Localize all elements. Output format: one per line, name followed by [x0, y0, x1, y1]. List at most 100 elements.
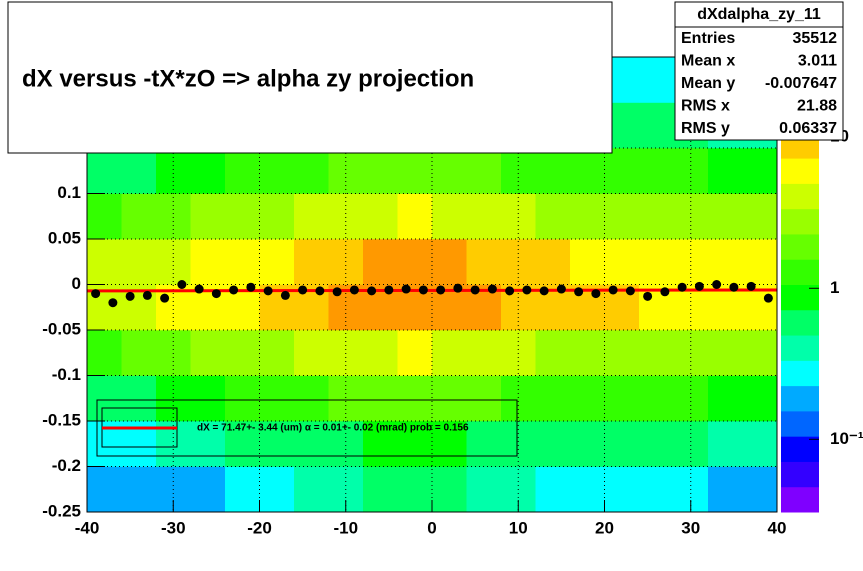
- z-tick-label: 1: [830, 278, 839, 297]
- x-tick-label: -10: [333, 518, 358, 537]
- heat-cell: [363, 466, 398, 513]
- heat-cell: [190, 375, 226, 422]
- x-tick-label: -20: [247, 518, 272, 537]
- heat-cell: [639, 148, 674, 194]
- profile-point: [367, 286, 377, 296]
- heat-cell: [639, 375, 674, 422]
- heat-cell: [121, 466, 157, 513]
- heat-cell: [87, 466, 122, 513]
- heat-cell: [121, 193, 157, 240]
- heat-cell: [294, 421, 329, 467]
- profile-point: [574, 287, 584, 297]
- heat-cell: [466, 330, 502, 376]
- stats-value: 35512: [793, 30, 838, 47]
- heat-cell: [328, 375, 364, 422]
- title-box: [7, 1, 613, 154]
- heat-cell: [363, 239, 398, 285]
- heat-cell: [570, 148, 605, 194]
- heat-cell: [190, 239, 226, 285]
- heat-cell: [87, 239, 122, 285]
- heat-cell: [259, 466, 295, 513]
- y-tick-label: -0.1: [52, 365, 81, 384]
- heat-cell: [466, 148, 502, 194]
- heat-cell: [190, 148, 226, 194]
- profile-point: [263, 286, 273, 296]
- y-tick-label: 0.1: [57, 183, 81, 202]
- heat-cell: [708, 193, 743, 240]
- heat-cell: [225, 239, 260, 285]
- profile-point: [211, 289, 221, 299]
- heat-cell: [225, 421, 260, 467]
- profile-point: [91, 289, 101, 299]
- heat-cell: [225, 375, 260, 422]
- heat-cell: [328, 421, 364, 467]
- stats-value: 0.06337: [779, 120, 837, 137]
- heat-cell: [742, 421, 778, 467]
- heat-cell: [397, 330, 433, 376]
- heat-cell: [673, 193, 709, 240]
- heat-cell: [225, 193, 260, 240]
- y-tick-label: -0.2: [52, 456, 81, 475]
- y-tick-label: -0.15: [42, 410, 81, 429]
- profile-point: [401, 284, 411, 294]
- heat-cell: [708, 466, 743, 513]
- color-bar-cell: [781, 284, 819, 311]
- heat-cell: [604, 148, 640, 194]
- profile-point: [746, 281, 756, 291]
- heat-cell: [639, 57, 674, 103]
- profile-point: [246, 282, 256, 292]
- x-tick-label: 30: [681, 518, 700, 537]
- x-tick-label: -30: [161, 518, 186, 537]
- heat-cell: [294, 375, 329, 422]
- heat-cell: [501, 193, 536, 240]
- profile-point: [298, 285, 308, 295]
- profile-point: [608, 285, 618, 295]
- heat-cell: [294, 330, 329, 376]
- stats-label: RMS y: [681, 120, 730, 137]
- heat-cell: [535, 148, 571, 194]
- heat-cell: [363, 421, 398, 467]
- stats-rows: Entries 35512 Mean x 3.011 Mean y -0.007647 RM…: [681, 30, 837, 137]
- heat-cell: [673, 148, 709, 194]
- y-tick-label: 0.05: [48, 228, 81, 247]
- heat-cell: [639, 102, 674, 149]
- heat-cell: [397, 466, 433, 513]
- color-bar-cell: [781, 486, 819, 513]
- heat-cell: [742, 148, 778, 194]
- heat-cell: [639, 239, 674, 285]
- heat-cell: [639, 421, 674, 467]
- profile-point: [522, 285, 532, 295]
- profile-point: [763, 293, 773, 303]
- heat-cell: [742, 466, 778, 513]
- heat-cell: [535, 330, 571, 376]
- color-bar-cell: [781, 436, 819, 462]
- stats-title: dXdalpha_zy_11: [697, 6, 821, 23]
- heat-cell: [397, 375, 433, 422]
- heat-cell: [466, 193, 502, 240]
- heat-cell: [156, 330, 191, 376]
- heat-cell: [570, 466, 605, 513]
- y-tick-label: -0.25: [42, 501, 81, 520]
- heat-cell: [639, 330, 674, 376]
- profile-point: [712, 280, 722, 289]
- heat-cell: [432, 148, 467, 194]
- color-bar-cell: [781, 385, 819, 412]
- profile-point: [280, 290, 290, 300]
- heat-cell: [328, 330, 364, 376]
- heat-cell: [87, 193, 122, 240]
- x-tick-label: 10: [509, 518, 528, 537]
- profile-point: [625, 286, 635, 296]
- profile-point: [436, 285, 446, 295]
- stats-label: Mean y: [681, 75, 735, 92]
- profile-point: [453, 283, 463, 293]
- profile-point: [160, 293, 170, 303]
- z-tick-label: 10⁻¹: [830, 429, 863, 448]
- heat-cell: [190, 421, 226, 467]
- heat-cell: [121, 239, 157, 285]
- profile-point: [418, 285, 428, 295]
- heat-cell: [259, 330, 295, 376]
- profile-point: [349, 285, 359, 295]
- heat-cell: [397, 148, 433, 194]
- heat-cell: [742, 284, 778, 331]
